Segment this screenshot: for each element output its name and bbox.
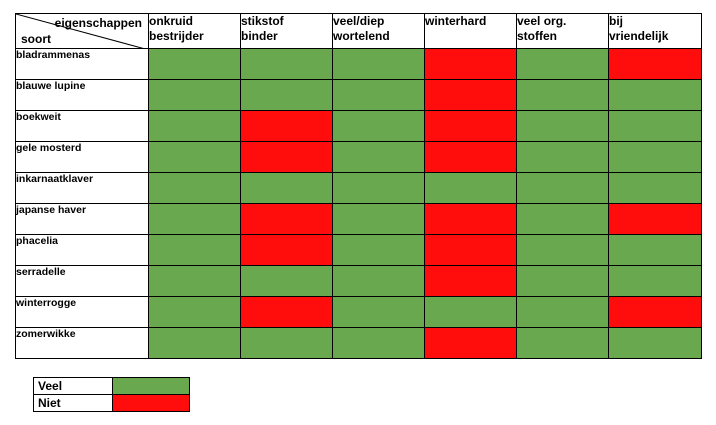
rating-cell-veel bbox=[516, 79, 609, 111]
rating-cell-veel bbox=[240, 265, 333, 297]
table-row: boekweit bbox=[15, 110, 702, 142]
rating-cell-veel bbox=[148, 296, 241, 328]
rating-cell-veel bbox=[148, 172, 241, 204]
species-name: blauwe lupine bbox=[15, 79, 149, 111]
table-row: zomerwikke bbox=[15, 327, 702, 359]
rating-cell-veel bbox=[424, 296, 517, 328]
legend-swatch-veel bbox=[112, 377, 190, 395]
table-row: japanse haver bbox=[15, 203, 702, 235]
rating-cell-niet bbox=[424, 234, 517, 266]
rating-cell-niet bbox=[424, 79, 517, 111]
rating-cell-veel bbox=[240, 79, 333, 111]
species-name: boekweit bbox=[15, 110, 149, 142]
rating-cell-veel bbox=[332, 265, 425, 297]
column-header-weed-control: onkruid bestrijder bbox=[148, 13, 241, 49]
corner-header-cell: eigenschappen soort bbox=[15, 13, 149, 49]
rating-cell-veel bbox=[148, 265, 241, 297]
rating-cell-niet bbox=[240, 110, 333, 142]
species-name: gele mosterd bbox=[15, 141, 149, 173]
rating-cell-niet bbox=[240, 141, 333, 173]
rating-cell-veel bbox=[608, 79, 702, 111]
species-name: winterrogge bbox=[15, 296, 149, 328]
rating-cell-veel bbox=[332, 327, 425, 359]
rating-cell-niet bbox=[608, 48, 702, 80]
rating-cell-veel bbox=[516, 110, 609, 142]
table-row: bladrammenas bbox=[15, 48, 702, 80]
column-header-winter-hardy: winterhard bbox=[424, 13, 517, 49]
rating-cell-veel bbox=[516, 296, 609, 328]
rating-cell-veel bbox=[240, 327, 333, 359]
rating-cell-veel bbox=[516, 327, 609, 359]
rating-cell-veel bbox=[608, 265, 702, 297]
rating-cell-niet bbox=[424, 110, 517, 142]
rating-cell-veel bbox=[608, 110, 702, 142]
rating-cell-niet bbox=[424, 265, 517, 297]
legend: Veel Niet bbox=[33, 377, 190, 412]
rating-cell-niet bbox=[608, 296, 702, 328]
rating-cell-veel bbox=[608, 141, 702, 173]
rating-cell-veel bbox=[608, 234, 702, 266]
table-row: gele mosterd bbox=[15, 141, 702, 173]
header-row: eigenschappen soort onkruid bestrijder s… bbox=[15, 13, 702, 49]
rating-cell-niet bbox=[240, 296, 333, 328]
rating-cell-niet bbox=[424, 141, 517, 173]
rating-cell-veel bbox=[148, 79, 241, 111]
legend-row: Niet bbox=[33, 394, 190, 412]
table-row: blauwe lupine bbox=[15, 79, 702, 111]
rating-cell-niet bbox=[608, 203, 702, 235]
rating-cell-veel bbox=[148, 48, 241, 80]
rating-cell-veel bbox=[608, 327, 702, 359]
legend-row: Veel bbox=[33, 377, 190, 395]
rating-cell-veel bbox=[516, 203, 609, 235]
rating-cell-veel bbox=[332, 296, 425, 328]
species-name: bladrammenas bbox=[15, 48, 149, 80]
corner-diagonal-line bbox=[16, 14, 142, 48]
species-name: zomerwikke bbox=[15, 327, 149, 359]
column-header-nitrogen-fixer: stikstof binder bbox=[240, 13, 333, 49]
corner-label-species: soort bbox=[21, 32, 51, 46]
species-name: inkarnaatklaver bbox=[15, 172, 149, 204]
rating-cell-niet bbox=[424, 203, 517, 235]
rating-cell-veel bbox=[332, 203, 425, 235]
rating-cell-veel bbox=[608, 172, 702, 204]
rating-cell-veel bbox=[332, 110, 425, 142]
rating-cell-veel bbox=[332, 234, 425, 266]
rating-cell-veel bbox=[148, 234, 241, 266]
rating-cell-veel bbox=[148, 141, 241, 173]
table-row: phacelia bbox=[15, 234, 702, 266]
rating-cell-niet bbox=[240, 234, 333, 266]
rating-cell-veel bbox=[240, 48, 333, 80]
rating-cell-veel bbox=[332, 141, 425, 173]
rating-cell-niet bbox=[424, 48, 517, 80]
table-row: winterrogge bbox=[15, 296, 702, 328]
rating-cell-veel bbox=[240, 172, 333, 204]
rating-cell-veel bbox=[516, 172, 609, 204]
table-row: serradelle bbox=[15, 265, 702, 297]
rating-cell-veel bbox=[332, 79, 425, 111]
rating-cell-veel bbox=[516, 48, 609, 80]
rating-cell-veel bbox=[332, 172, 425, 204]
column-header-organic-matter: veel org. stoffen bbox=[516, 13, 609, 49]
rating-cell-veel bbox=[148, 110, 241, 142]
rating-cell-niet bbox=[240, 203, 333, 235]
column-header-bee-friendly: bij vriendelijk bbox=[608, 13, 702, 49]
rating-cell-veel bbox=[148, 203, 241, 235]
species-name: serradelle bbox=[15, 265, 149, 297]
rating-cell-veel bbox=[148, 327, 241, 359]
rating-cell-veel bbox=[424, 172, 517, 204]
properties-table: eigenschappen soort onkruid bestrijder s… bbox=[15, 13, 702, 359]
legend-label-niet: Niet bbox=[33, 394, 113, 412]
corner-label-properties: eigenschappen bbox=[54, 16, 142, 30]
rating-cell-veel bbox=[516, 141, 609, 173]
species-name: phacelia bbox=[15, 234, 149, 266]
legend-swatch-niet bbox=[112, 394, 190, 412]
column-header-deep-rooting: veel/diep wortelend bbox=[332, 13, 425, 49]
rating-cell-veel bbox=[516, 234, 609, 266]
rating-cell-veel bbox=[332, 48, 425, 80]
legend-label-veel: Veel bbox=[33, 377, 113, 395]
species-name: japanse haver bbox=[15, 203, 149, 235]
rating-cell-veel bbox=[516, 265, 609, 297]
table-row: inkarnaatklaver bbox=[15, 172, 702, 204]
rating-cell-niet bbox=[424, 327, 517, 359]
